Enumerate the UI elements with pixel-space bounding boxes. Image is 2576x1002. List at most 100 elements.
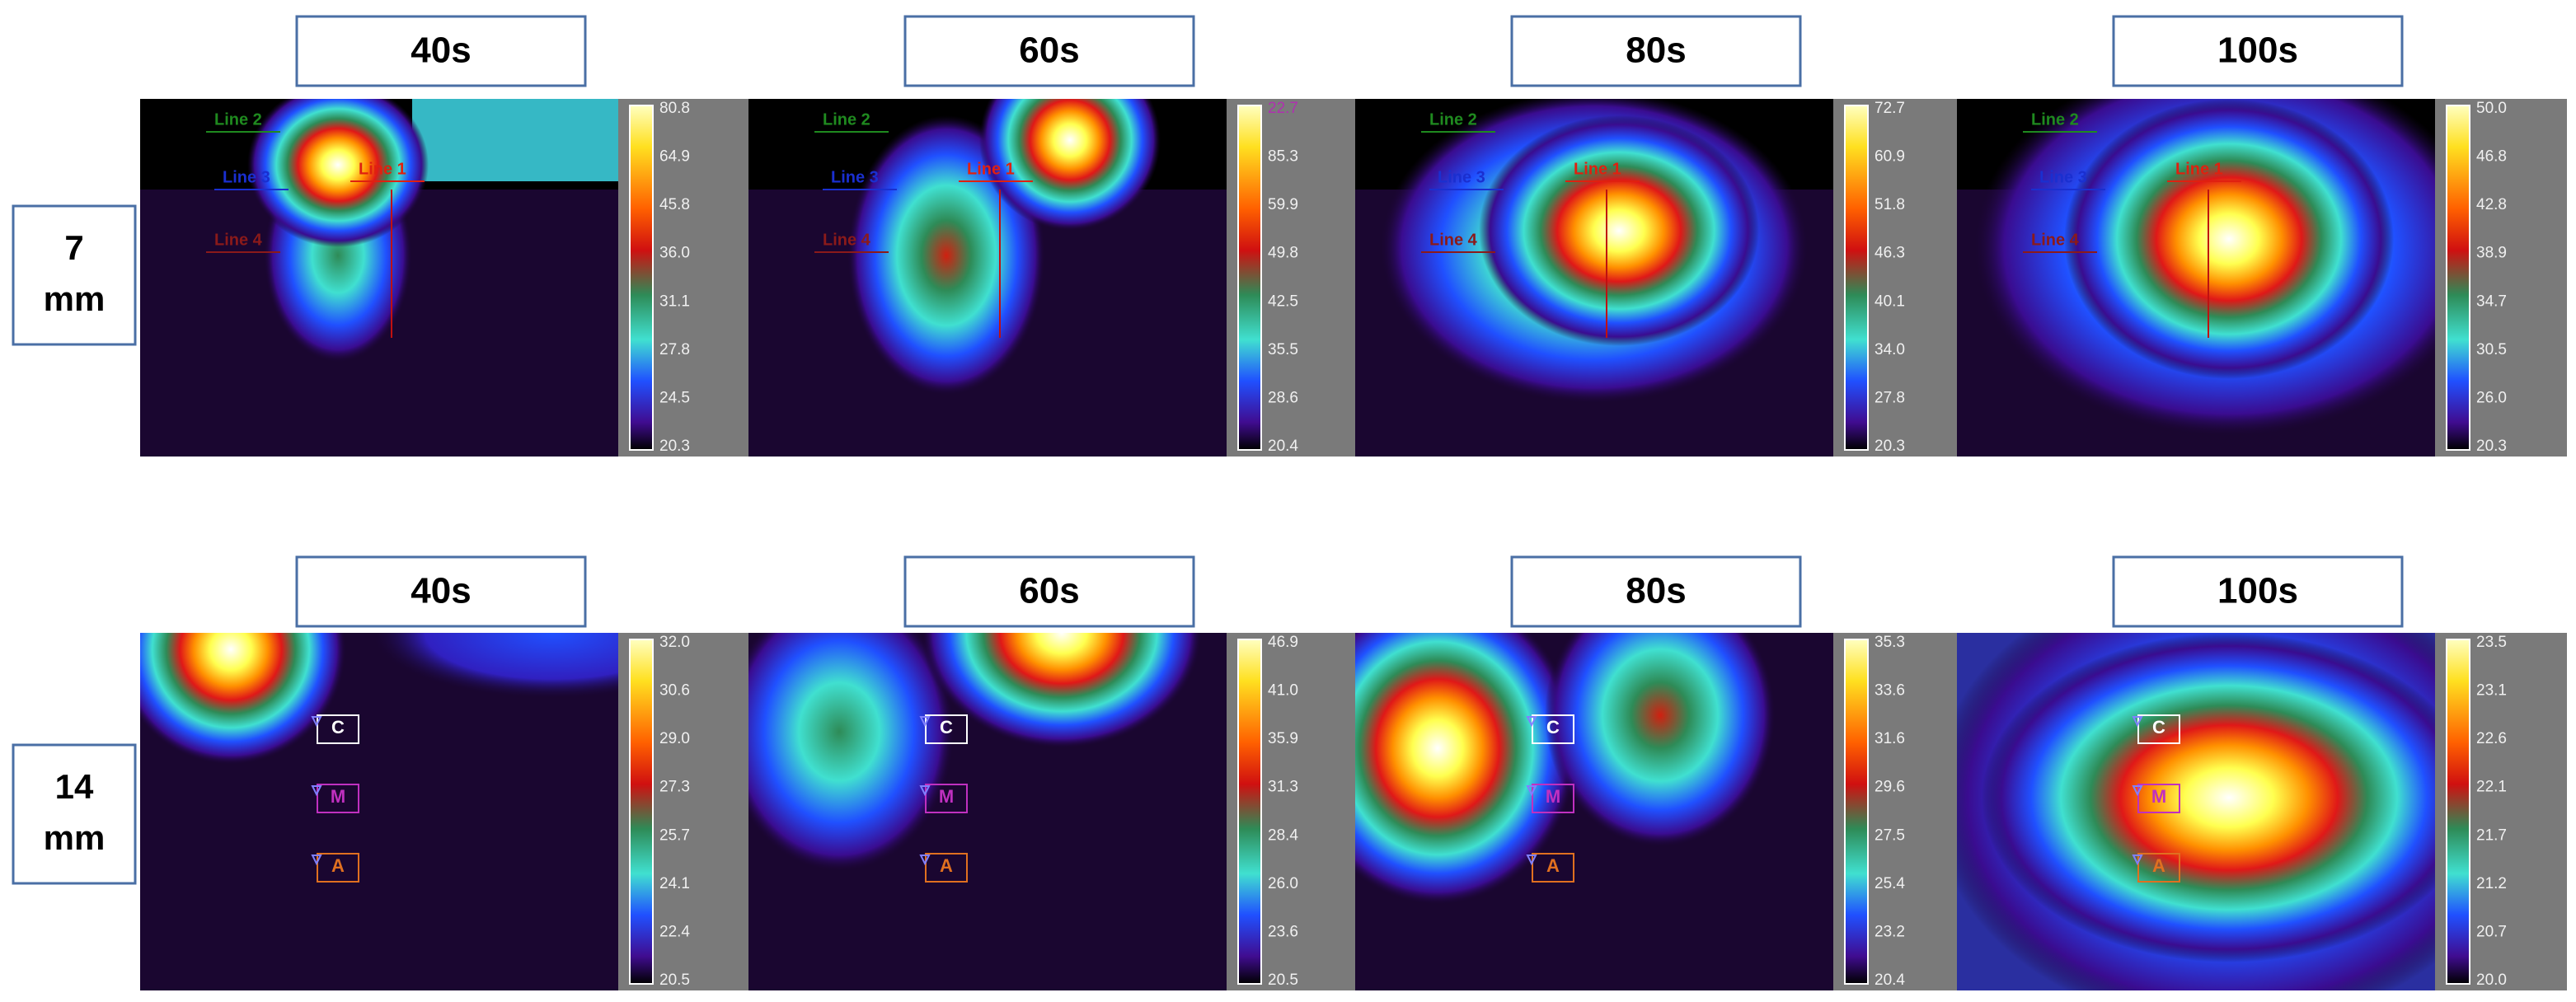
- marker-label: M: [331, 786, 345, 807]
- row-label: 14: [55, 767, 94, 806]
- marker-label: M: [939, 786, 954, 807]
- time-header-box: [903, 555, 1195, 628]
- colorbar: [629, 105, 654, 451]
- colorbar-label: 46.8: [2476, 148, 2507, 166]
- colorbar-label: 59.9: [1268, 196, 1298, 213]
- row-label: 7: [64, 228, 83, 267]
- heat-blob: [1479, 115, 1759, 346]
- colorbar-label: 31.3: [1268, 779, 1298, 796]
- colorbar-label: 24.1: [659, 875, 690, 892]
- line-label: Line 2: [214, 110, 262, 129]
- colorbar-label: 27.8: [1875, 389, 1905, 406]
- colorbar-label: 23.2: [1875, 923, 1905, 940]
- line-label: Line 3: [2039, 168, 2087, 186]
- colorbar-label: 20.7: [2476, 923, 2507, 940]
- thermal-image: [1957, 633, 2435, 990]
- marker-box: [2137, 784, 2180, 813]
- heat-blob: [1982, 633, 2435, 962]
- marker-triangle: [1526, 716, 1537, 728]
- row-label-box: [12, 743, 137, 885]
- colorbar-label: 32.0: [659, 634, 690, 651]
- colorbar-label: 42.5: [1268, 293, 1298, 310]
- row-label-box: [12, 204, 137, 346]
- thermal-panel: C M A 46.9 41.0 35.9 31.3 28.4 26.0 23.6 20.5: [748, 633, 1358, 990]
- colorbar-label: 80.8: [659, 100, 690, 117]
- colorbar: [1844, 105, 1869, 451]
- marker-triangle: [311, 855, 322, 866]
- marker-label: M: [1546, 786, 1560, 807]
- colorbar-label: 33.6: [1875, 682, 1905, 700]
- line-label: Line 4: [1429, 231, 1478, 249]
- marker-triangle: [2132, 785, 2143, 797]
- cool-band: [412, 99, 618, 181]
- colorbar: [629, 639, 654, 985]
- line-label: Line 4: [823, 231, 871, 249]
- marker-box: [1532, 784, 1574, 813]
- line-label: Line 1: [2175, 160, 2223, 178]
- colorbar-label: 34.0: [1875, 341, 1905, 358]
- marker-label: C: [2152, 717, 2165, 737]
- time-header-box: [2112, 15, 2404, 87]
- colorbar-label: 20.4: [1268, 438, 1298, 455]
- colorbar-label: 29.6: [1875, 779, 1905, 796]
- marker-box: [2137, 853, 2180, 883]
- line-label: Line 4: [214, 231, 263, 249]
- colorbar-label: 42.8: [2476, 196, 2507, 213]
- colorbar-label: 29.0: [659, 730, 690, 747]
- colorbar-label: 45.8: [659, 196, 690, 213]
- colorbar-label: 25.4: [1875, 875, 1905, 892]
- colorbar-label: 20.3: [1875, 438, 1905, 455]
- colorbar-label: 35.3: [1875, 634, 1905, 651]
- colorbar-label: 40.1: [1875, 293, 1905, 310]
- marker-triangle: [1526, 785, 1537, 797]
- time-header: 100s: [2217, 30, 2298, 71]
- colorbar-label: 27.5: [1875, 826, 1905, 844]
- colorbar-label: 21.7: [2476, 826, 2507, 844]
- thermal-panel: Line 2 Line 3 Line 1 Line 4 72.7 60.9 51.8 46.3…: [1355, 99, 1965, 457]
- heat-blob: [1545, 633, 1776, 847]
- colorbar-label: 26.0: [2476, 389, 2507, 406]
- time-header: 60s: [1019, 571, 1079, 611]
- marker-label: A: [2152, 855, 2165, 876]
- time-header-box: [1510, 555, 1802, 628]
- colorbar-label: 31.6: [1875, 730, 1905, 747]
- line-label: Line 2: [823, 110, 870, 129]
- time-header-box: [1510, 15, 1802, 87]
- colorbar-label: 64.9: [659, 148, 690, 166]
- row-label: mm: [44, 818, 106, 857]
- heat-blob: [1355, 633, 1578, 905]
- colorbar-label: 20.5: [1268, 972, 1298, 989]
- marker-label: A: [940, 855, 953, 876]
- colorbar-label: 27.8: [659, 341, 690, 358]
- heat-blob: [140, 633, 346, 765]
- colorbar-label: 20.0: [2476, 972, 2507, 989]
- time-header-box: [295, 15, 587, 87]
- colorbar-label: 23.1: [2476, 682, 2507, 700]
- thermal-image: [140, 633, 618, 990]
- thermal-panel: C M A 32.0 30.6 29.0 27.3 25.7 24.1 22.4 20.5: [140, 633, 750, 990]
- colorbar-label: 22.1: [2476, 779, 2507, 796]
- colorbar-label: 49.8: [1268, 245, 1298, 262]
- time-header: 100s: [2217, 571, 2298, 611]
- marker-label: M: [2151, 786, 2166, 807]
- thermal-image: [1355, 99, 1833, 457]
- thermal-panel: Line 2 Line 3 Line 1 Line 4 22.7 85.3 59.9 49.8…: [748, 99, 1358, 457]
- marker-box: [317, 714, 359, 744]
- thermal-panel: C M A 35.3 33.6 31.6 29.6 27.5 25.4 23.2 20.4: [1355, 633, 1965, 990]
- thermal-panel: C M A 23.5 23.1 22.6 22.1 21.7 21.2 20.7 20.0: [1957, 633, 2567, 990]
- line-label: Line 4: [2031, 231, 2080, 249]
- time-header: 40s: [411, 571, 471, 611]
- marker-label: A: [331, 855, 345, 876]
- marker-box: [317, 784, 359, 813]
- row-label: mm: [44, 279, 106, 318]
- marker-triangle: [2132, 855, 2143, 866]
- colorbar-label: 25.7: [659, 826, 690, 844]
- time-header-box: [903, 15, 1195, 87]
- heat-blob: [748, 633, 955, 872]
- colorbar-label: 28.6: [1268, 389, 1298, 406]
- thermal-image: [140, 99, 618, 457]
- line-label: Line 3: [223, 168, 270, 186]
- colorbar-label: 30.5: [2476, 341, 2507, 358]
- colorbar-label: 50.0: [2476, 100, 2507, 117]
